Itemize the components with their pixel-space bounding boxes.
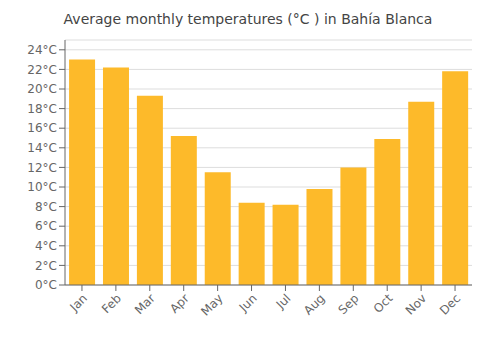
svg-text:12°C: 12°C	[27, 161, 57, 175]
svg-text:14°C: 14°C	[27, 141, 57, 155]
svg-text:2°C: 2°C	[35, 259, 57, 273]
svg-text:18°C: 18°C	[27, 102, 57, 116]
svg-text:22°C: 22°C	[27, 63, 57, 77]
svg-text:Sep: Sep	[336, 291, 362, 317]
svg-text:0°C: 0°C	[35, 278, 57, 292]
svg-text:Aug: Aug	[301, 291, 327, 317]
svg-text:16°C: 16°C	[27, 121, 57, 135]
svg-text:Feb: Feb	[99, 291, 124, 316]
svg-text:Oct: Oct	[371, 291, 396, 316]
svg-text:Jan: Jan	[66, 291, 90, 315]
html-text:Average monthly temperatures (: Average monthly temperatures (°C ) in Ba…	[63, 11, 433, 27]
svg-text:4°C: 4°C	[35, 239, 57, 253]
svg-text:Apr: Apr	[167, 291, 192, 316]
svg-text:Nov: Nov	[403, 291, 429, 317]
svg-text:6°C: 6°C	[35, 219, 57, 233]
svg-text:8°C: 8°C	[35, 200, 57, 214]
svg-text:Jul: Jul	[273, 291, 294, 312]
svg-text:Dec: Dec	[437, 291, 463, 317]
svg-text:Mar: Mar	[132, 291, 158, 317]
svg-text:20°C: 20°C	[27, 82, 57, 96]
svg-text:Jun: Jun	[236, 291, 260, 315]
svg-text:May: May	[198, 291, 225, 318]
svg-text:24°C: 24°C	[27, 43, 57, 57]
svg-text:10°C: 10°C	[27, 180, 57, 194]
